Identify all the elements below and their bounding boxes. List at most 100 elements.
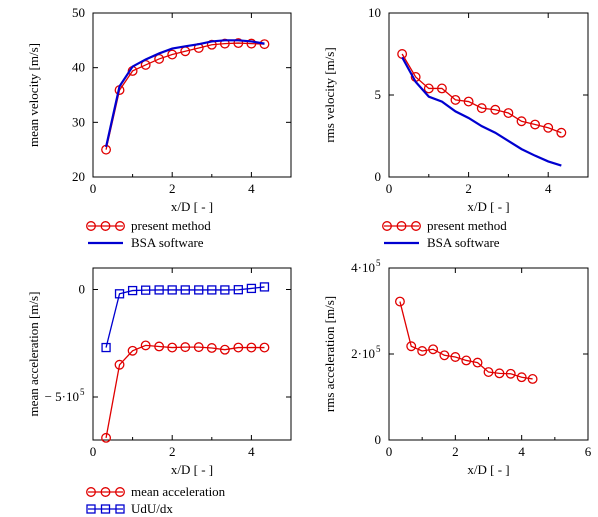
legend: present method BSA software xyxy=(86,218,211,250)
data-point xyxy=(439,350,450,361)
data-point xyxy=(483,367,494,378)
data-point xyxy=(259,282,270,292)
data-point xyxy=(233,342,244,353)
legend: mean acceleration UdU/dx xyxy=(86,484,226,516)
x-tick-label: 4 xyxy=(545,181,552,196)
series-line xyxy=(401,56,562,167)
y-tick-exponent: 5 xyxy=(376,344,381,354)
data-point xyxy=(154,341,165,352)
series-2 xyxy=(104,39,265,148)
y-tick-label: 10 xyxy=(368,5,381,20)
data-point xyxy=(428,344,439,355)
data-point xyxy=(140,340,151,351)
chart-panel-2: 0 2 4 0 5 10 x/D [ - ] rms velocity [m/s] presen… xyxy=(322,5,589,250)
series-line xyxy=(104,39,265,148)
data-point xyxy=(207,285,217,295)
plot-frame xyxy=(92,12,292,178)
data-point xyxy=(127,285,138,296)
data-point xyxy=(461,355,472,366)
data-point xyxy=(233,38,244,49)
data-point xyxy=(406,341,417,352)
data-point xyxy=(417,346,428,356)
data-point xyxy=(141,285,151,295)
data-point xyxy=(505,368,516,379)
x-tick-label: 4 xyxy=(248,181,255,196)
data-point xyxy=(246,283,257,294)
data-point xyxy=(259,39,270,50)
data-point xyxy=(423,83,434,94)
series-line xyxy=(105,42,265,150)
y-axis-label: rms velocity [m/s] xyxy=(322,47,337,142)
y-tick-exponent: 5 xyxy=(376,258,381,268)
legend-marker xyxy=(115,504,125,514)
legend-marker xyxy=(115,487,125,497)
x-tick-label: 0 xyxy=(386,181,393,196)
data-point xyxy=(503,108,514,118)
series-line xyxy=(105,286,265,348)
series-line xyxy=(401,53,562,134)
plot-frame xyxy=(388,12,589,178)
series-1 xyxy=(101,38,270,155)
data-point xyxy=(101,342,111,353)
data-point xyxy=(476,103,487,114)
data-point xyxy=(194,285,204,295)
legend-marker xyxy=(100,487,111,497)
data-point xyxy=(463,96,474,107)
y-tick-label: 40 xyxy=(72,60,85,75)
x-tick-label: 2 xyxy=(169,181,176,196)
x-tick-label: 6 xyxy=(585,444,592,459)
data-point xyxy=(220,285,230,295)
y-tick-label: 30 xyxy=(72,114,85,129)
data-point xyxy=(167,342,178,353)
data-point xyxy=(543,122,554,133)
x-tick-label: 4 xyxy=(518,444,525,459)
x-tick-label: 2 xyxy=(169,444,176,459)
data-point xyxy=(490,104,501,115)
y-tick-label: − 5·10 xyxy=(45,389,79,404)
legend: present method BSA software xyxy=(382,218,507,250)
data-point xyxy=(494,368,505,379)
legend-marker xyxy=(86,487,96,497)
y-tick-exponent: 5 xyxy=(80,387,85,397)
y-tick-label: 50 xyxy=(72,5,85,20)
x-axis-label: x/D [ - ] xyxy=(171,462,213,477)
y-tick-label: 4·10 xyxy=(351,260,375,275)
y-tick-label: 5 xyxy=(375,87,382,102)
y-tick-label: 0 xyxy=(79,282,86,297)
series-2 xyxy=(101,282,270,353)
x-tick-label: 0 xyxy=(90,181,97,196)
x-tick-label: 2 xyxy=(452,444,459,459)
x-tick-label: 0 xyxy=(386,444,393,459)
series-1 xyxy=(101,340,270,443)
y-axis-label: mean velocity [m/s] xyxy=(26,43,41,147)
series-2 xyxy=(401,56,562,167)
data-point xyxy=(180,285,190,295)
data-point xyxy=(101,432,112,443)
legend-marker xyxy=(86,221,96,231)
data-point xyxy=(516,372,527,383)
legend-label: present method xyxy=(427,218,507,233)
chart-panel-4: 0 2 4 602·10 54·10 5x/D [ - ]rms acceleration… xyxy=(322,258,592,477)
chart-panel-1: 0 2 4 20 30 40 50 x/D [ - ] mean velocity [m/s] p… xyxy=(26,5,292,250)
legend-marker xyxy=(86,504,96,514)
data-point xyxy=(219,344,230,355)
legend-label: BSA software xyxy=(131,235,204,250)
data-point xyxy=(246,342,257,353)
data-point xyxy=(233,285,243,295)
legend-marker xyxy=(115,221,125,231)
data-point xyxy=(450,94,461,105)
plot-frame xyxy=(92,267,292,441)
legend-marker xyxy=(100,221,111,231)
series-line xyxy=(399,301,533,380)
legend-marker xyxy=(382,221,392,231)
data-point xyxy=(167,285,177,295)
y-tick-label: 2·10 xyxy=(351,346,375,361)
legend-label: UdU/dx xyxy=(131,501,173,516)
y-tick-label: 0 xyxy=(375,432,382,447)
legend-label: BSA software xyxy=(427,235,500,250)
data-point xyxy=(450,352,461,362)
data-point xyxy=(114,359,125,370)
legend-label: mean acceleration xyxy=(131,484,226,499)
x-axis-label: x/D [ - ] xyxy=(171,199,213,214)
